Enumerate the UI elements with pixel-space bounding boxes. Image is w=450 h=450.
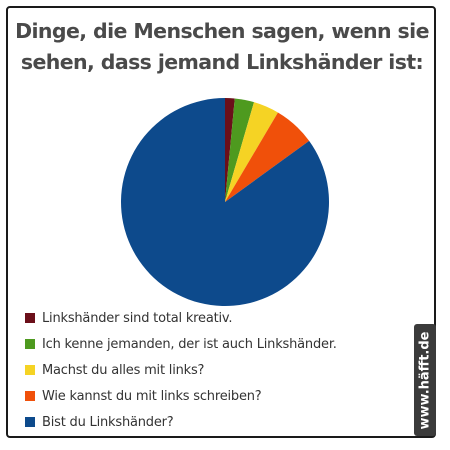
pie-slice-3 [225, 102, 278, 202]
chart-title-line-2: sehen, dass jemand Linkshänder ist: [20, 50, 424, 74]
legend-item-3: Machst du alles mit links? [25, 357, 405, 383]
legend-swatch [25, 417, 35, 427]
legend-item-1: Linkshänder sind total kreativ. [25, 305, 405, 331]
legend: Linkshänder sind total kreativ. Ich kenne… [25, 305, 405, 435]
legend-item-2: Ich kenne jemanden, der ist auch Linkshä… [25, 331, 405, 357]
legend-label: Ich kenne jemanden, der ist auch Linkshä… [42, 336, 337, 352]
pie-chart [121, 98, 330, 306]
legend-item-5: Bist du Linkshänder? [25, 409, 405, 435]
legend-label: Bist du Linkshänder? [42, 414, 174, 430]
legend-swatch [25, 391, 35, 401]
pie-slice-4 [225, 112, 310, 202]
pie-slices [121, 98, 330, 306]
pie-slice-2 [225, 98, 255, 202]
chart-title: Dinge, die Menschen sagen, wenn sie sehe… [12, 16, 432, 78]
watermark-text: www.häfft.de [417, 331, 433, 429]
legend-swatch [25, 365, 35, 375]
pie-slice-5 [121, 98, 330, 306]
pie-slice-1 [225, 98, 235, 202]
legend-label: Machst du alles mit links? [42, 362, 205, 378]
legend-swatch [25, 313, 35, 323]
chart-title-line-1: Dinge, die Menschen sagen, wenn sie [15, 19, 429, 43]
legend-label: Wie kannst du mit links schreiben? [42, 388, 262, 404]
legend-item-4: Wie kannst du mit links schreiben? [25, 383, 405, 409]
watermark-badge: www.häfft.de [414, 324, 436, 436]
legend-swatch [25, 339, 35, 349]
legend-label: Linkshänder sind total kreativ. [42, 310, 233, 326]
